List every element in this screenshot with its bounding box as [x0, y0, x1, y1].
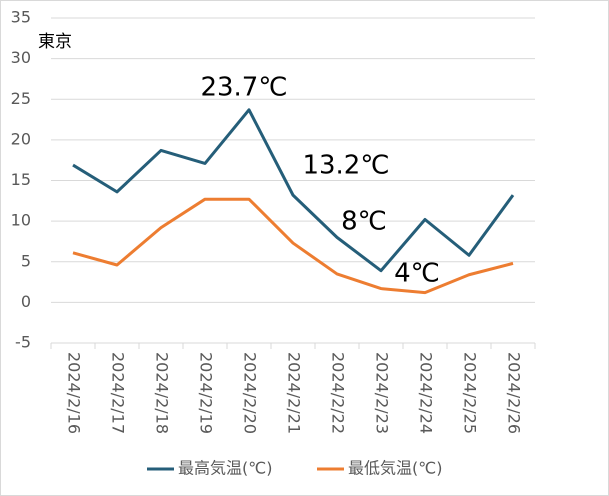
y-tick-label: 10 [11, 211, 31, 230]
y-tick-label: 0 [21, 292, 31, 311]
x-tick-label: 2024/2/18 [153, 352, 172, 434]
legend-label: 最低気温(℃) [348, 459, 442, 478]
x-tick-label: 2024/2/21 [285, 352, 304, 434]
x-tick-label: 2024/2/25 [461, 352, 480, 434]
series-line [72, 108, 515, 273]
y-tick-label: 20 [11, 129, 31, 148]
chart-title: 東京 [38, 32, 72, 52]
x-tick-label: 2024/2/19 [197, 352, 216, 434]
annotation: 8℃ [341, 207, 387, 237]
legend-label: 最高気温(℃) [178, 459, 272, 478]
y-tick-label: 30 [11, 48, 31, 67]
x-tick-label: 2024/2/26 [505, 352, 524, 434]
x-tick-label: 2024/2/22 [329, 352, 348, 434]
y-tick-label: -5 [15, 333, 31, 352]
x-tick-label: 2024/2/23 [373, 352, 392, 434]
y-tick-label: 25 [11, 89, 31, 108]
x-tick-label: 2024/2/20 [241, 352, 260, 434]
x-tick-label: 2024/2/24 [417, 352, 436, 434]
series-line [72, 197, 514, 295]
y-tick-label: 15 [11, 170, 31, 189]
x-tick-label: 2024/2/17 [109, 352, 128, 434]
y-tick-label: 5 [21, 251, 31, 270]
annotation: 4℃ [394, 259, 440, 289]
annotation: 13.2℃ [302, 151, 389, 181]
y-tick-label: 35 [11, 8, 31, 27]
annotation: 23.7℃ [200, 73, 287, 103]
x-tick-label: 2024/2/16 [65, 352, 84, 434]
